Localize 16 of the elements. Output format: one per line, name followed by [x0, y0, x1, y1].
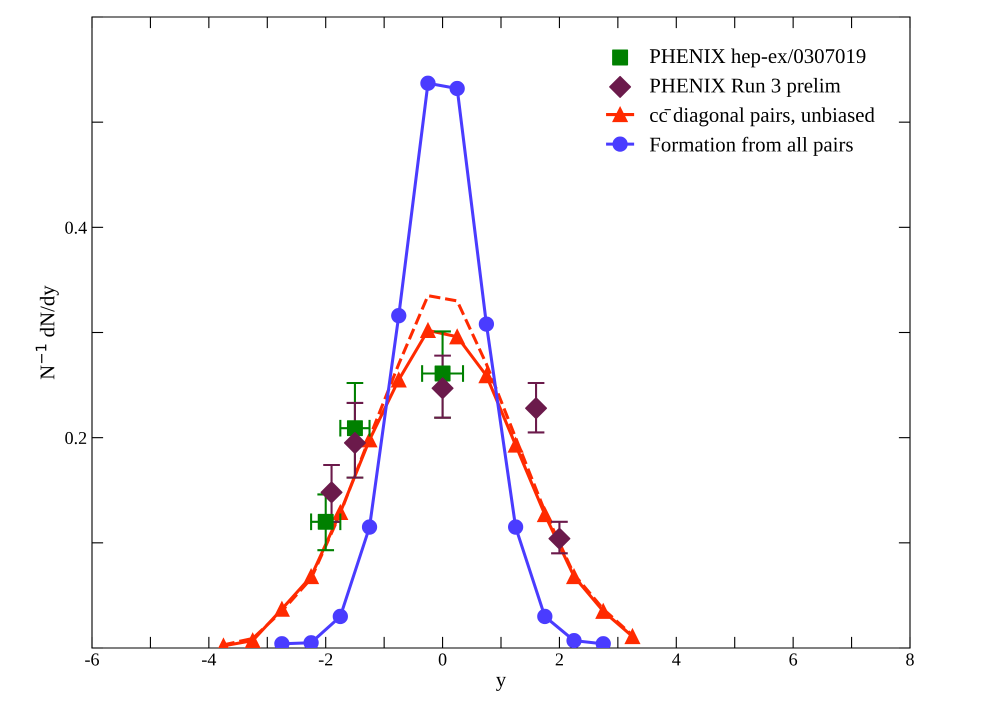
legend-label: PHENIX hep-ex/0307019	[650, 48, 866, 68]
x-tick-label: 0	[438, 653, 446, 666]
legend-label: PHENIX Run 3 prelim	[650, 78, 840, 97]
legend-label: cc̄ diagonal pairs, unbiased	[650, 107, 875, 126]
x-tick-label: -4	[202, 654, 216, 666]
x-tick-label: -6	[85, 653, 99, 666]
x-axis-title: y	[496, 676, 506, 691]
x-tick-label: 2	[556, 653, 563, 666]
y-axis-title: N$^{−1}$ dN/dy	[36, 285, 59, 380]
x-tick-label: 8	[906, 653, 914, 666]
y-tick-label: 0.4	[65, 222, 87, 234]
x-tick-label: 6	[789, 653, 798, 666]
x-tick-label: -2	[318, 653, 332, 666]
x-tick-label: 4	[672, 654, 681, 666]
legend-label: Formation from all pairs	[650, 136, 853, 156]
y-tick-label: 0.2	[65, 432, 86, 444]
